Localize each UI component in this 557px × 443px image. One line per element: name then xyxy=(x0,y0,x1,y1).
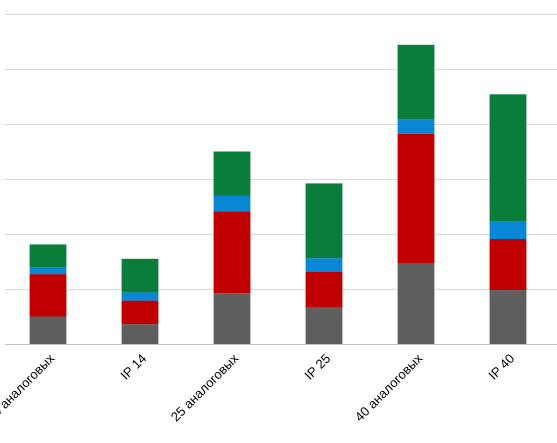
x-tick-label: IP 40 xyxy=(485,351,517,383)
bar-segment xyxy=(489,221,527,239)
bar-segment xyxy=(305,258,343,272)
bar-segment xyxy=(29,274,67,317)
bar-segment xyxy=(29,267,67,275)
bar-segment xyxy=(121,292,159,301)
x-tick-label: IP 14 xyxy=(117,351,149,383)
bar-segment xyxy=(29,316,67,344)
x-tick-label: 40 аналоговых xyxy=(352,350,426,424)
x-tick-label: 25 аналоговых xyxy=(168,350,242,424)
bars xyxy=(29,44,527,344)
bar-segment xyxy=(213,211,251,294)
bar-segment xyxy=(489,290,527,344)
bar-segment xyxy=(305,183,343,259)
bar-segment xyxy=(397,44,435,120)
x-tick-label: IP 25 xyxy=(301,351,333,383)
bar-segment xyxy=(121,300,159,325)
bar-segment xyxy=(305,307,343,344)
bar-segment xyxy=(213,195,251,212)
bar-segment xyxy=(489,94,527,222)
bar-segment xyxy=(397,119,435,134)
bar-segment xyxy=(397,263,435,344)
bar-segment xyxy=(29,244,67,268)
bar-segment xyxy=(397,133,435,264)
x-tick-label: 14 аналоговых xyxy=(0,350,58,424)
x-tick-labels: 14 аналоговых IP 14 25 аналоговых IP 25 40 а… xyxy=(0,350,517,424)
bar-segment xyxy=(489,238,527,291)
bar-segment xyxy=(213,293,251,344)
bar-segment xyxy=(213,151,251,196)
bar-segment xyxy=(121,258,159,293)
bar-segment xyxy=(121,324,159,344)
gridlines xyxy=(5,14,557,345)
bar-segment xyxy=(305,271,343,308)
